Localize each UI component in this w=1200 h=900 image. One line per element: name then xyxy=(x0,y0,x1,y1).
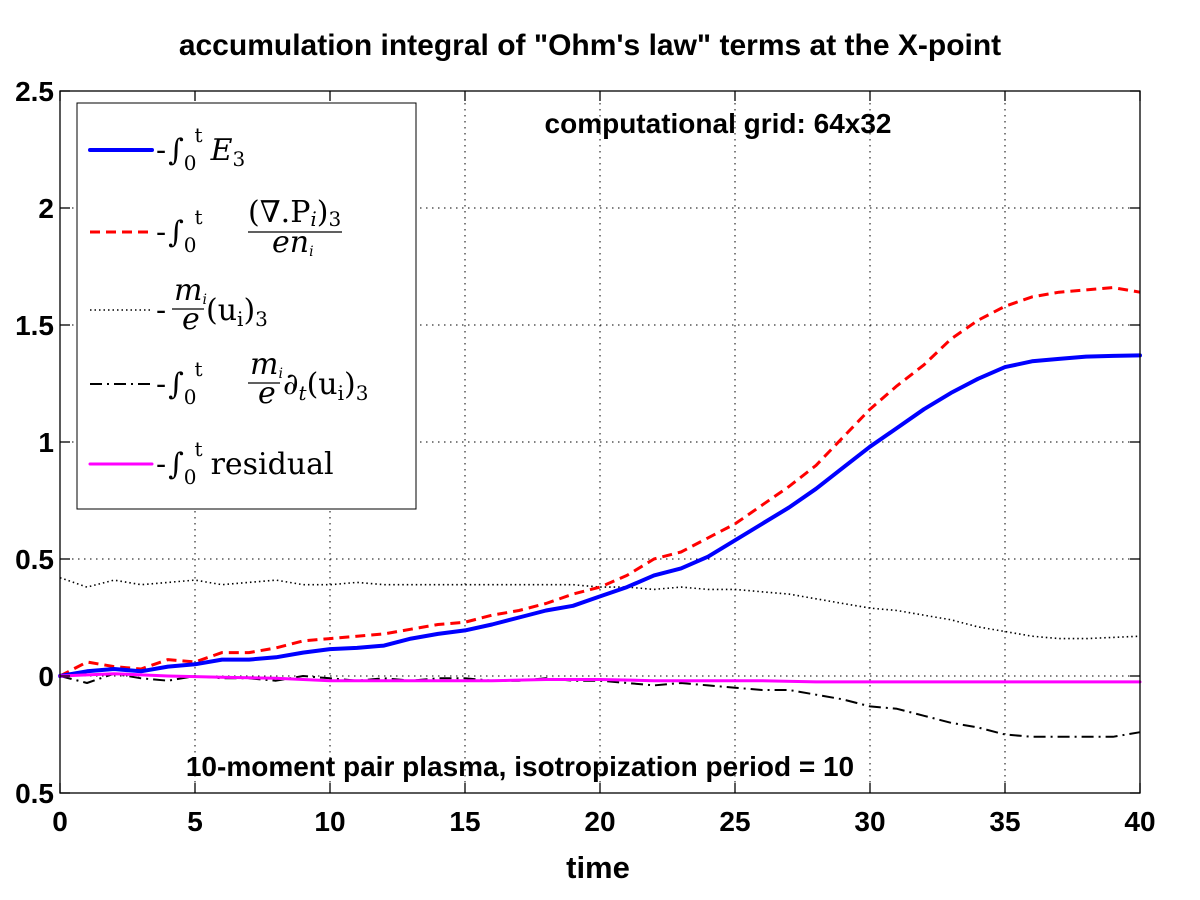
legend-lower-limit: 0 xyxy=(184,233,197,257)
legend-partial-sub: t xyxy=(299,381,308,405)
legend-integral: ∫ xyxy=(168,447,184,482)
legend-inertia-term: ∂t(ui)3 xyxy=(283,367,368,405)
x-tick-label: 5 xyxy=(187,806,203,837)
legend-u-sub3: 3 xyxy=(356,381,369,405)
legend-minus: - xyxy=(156,133,166,168)
legend-num-a: (∇.P xyxy=(248,195,310,230)
y-tick-label: 1 xyxy=(38,427,54,458)
legend-u-sub: i xyxy=(338,381,344,405)
series-line-e3 xyxy=(58,353,1142,678)
series-line-residual xyxy=(58,672,1142,684)
x-tick-label: 25 xyxy=(719,806,750,837)
legend-den: en xyxy=(272,225,309,260)
legend-velocity-term: (ui)3 xyxy=(206,293,268,331)
legend-partial: ∂ xyxy=(283,367,299,402)
legend-integral: ∫ xyxy=(168,215,184,250)
x-tick-label: 40 xyxy=(1124,806,1155,837)
legend-inertia-denominator: e xyxy=(258,376,276,411)
series-layer xyxy=(58,286,1142,738)
x-tick-label: 35 xyxy=(989,806,1020,837)
legend-u: (u xyxy=(307,367,338,402)
legend-minus: - xyxy=(156,447,166,482)
x-tick-label: 20 xyxy=(584,806,615,837)
ticks xyxy=(59,90,1141,794)
legend-lower-limit: 0 xyxy=(184,465,197,489)
x-tick-label: 30 xyxy=(854,806,885,837)
legend-entry-inertia: -∫0t mi e ∂t(ui)3 xyxy=(90,347,368,411)
legend-fraction-numerator: (∇.Pi)3 xyxy=(248,195,341,231)
series-line-pressure xyxy=(59,286,1141,678)
legend: -∫0t E3 -∫0t (∇.Pi)3 eni - mi e (ui)3 -∫0… xyxy=(76,102,417,510)
legend-fraction-denominator: eni xyxy=(272,225,314,260)
legend-label-pressure-prefix: -∫0 t xyxy=(156,205,203,257)
legend-minus: - xyxy=(156,367,166,402)
legend-entry-pressure: -∫0t (∇.Pi)3 eni xyxy=(90,195,342,260)
legend-label-residual: -∫0 t residual xyxy=(156,437,334,489)
legend-symbol: E xyxy=(210,133,233,168)
legend-entry-velocity: - mi e (ui)3 xyxy=(90,273,268,337)
legend-inertia-numerator: mi xyxy=(250,347,283,382)
legend-u-sub3: 3 xyxy=(255,307,268,331)
legend-num-sub3: 3 xyxy=(329,207,342,231)
legend-residual-word: residual xyxy=(211,447,334,482)
y-tick-label: 1.5 xyxy=(15,310,54,341)
legend-num-sub: i xyxy=(310,207,316,231)
legend-label-inertia-prefix: -∫0 t xyxy=(156,357,203,409)
legend-m: m xyxy=(174,273,202,308)
y-tick-label: 2.5 xyxy=(15,76,54,107)
x-tick-label: 10 xyxy=(314,806,345,837)
x-tick-label: 0 xyxy=(52,806,68,837)
x-tick-label: 15 xyxy=(449,806,480,837)
legend-lower-limit: 0 xyxy=(184,151,197,175)
legend-upper-limit: t xyxy=(195,357,203,381)
legend-integral: ∫ xyxy=(168,367,184,402)
x-tick-labels: 0 5 10 15 20 25 30 35 40 xyxy=(52,806,1155,837)
legend-mass-denominator: e xyxy=(182,302,200,337)
legend-upper-limit: t xyxy=(195,123,203,147)
y-tick-labels: 0.5 0 0.5 1 1.5 2 2.5 xyxy=(15,76,54,809)
legend-m-sub: i xyxy=(202,292,206,308)
legend-box xyxy=(76,102,417,510)
legend-u: (u xyxy=(206,293,237,328)
y-tick-label: 0 xyxy=(38,661,54,692)
legend-entry-residual: -∫0 t residual xyxy=(88,437,334,489)
legend-label-velocity-prefix: - xyxy=(156,293,166,328)
legend-u-close: ) xyxy=(243,293,255,328)
legend-mass-numerator: mi xyxy=(174,273,207,308)
annotation-plasma: 10-moment pair plasma, isotropization pe… xyxy=(186,751,854,782)
legend-sub: 3 xyxy=(232,147,245,171)
legend-den-sub: i xyxy=(309,244,313,260)
legend-u-close: ) xyxy=(344,367,356,402)
legend-label-e3: -∫0 t E3 xyxy=(156,123,245,175)
legend-integral: ∫ xyxy=(168,133,184,168)
legend-m: m xyxy=(250,347,278,382)
legend-upper-limit: t xyxy=(195,437,203,461)
annotation-grid: computational grid: 64x32 xyxy=(545,108,892,139)
chart-title: accumulation integral of "Ohm's law" ter… xyxy=(179,29,1001,62)
legend-u-sub: i xyxy=(237,307,243,331)
y-tick-label: 2 xyxy=(38,193,54,224)
legend-num-b: ) xyxy=(317,195,329,230)
x-axis-label: time xyxy=(566,850,630,885)
legend-lower-limit: 0 xyxy=(184,385,197,409)
legend-upper-limit: t xyxy=(195,205,203,229)
legend-m-sub: i xyxy=(278,366,282,382)
y-tick-label: 0.5 xyxy=(15,778,54,809)
y-tick-label: 0.5 xyxy=(15,544,54,575)
legend-minus: - xyxy=(156,215,166,250)
legend-entry-e3: -∫0 t E3 xyxy=(88,123,245,175)
